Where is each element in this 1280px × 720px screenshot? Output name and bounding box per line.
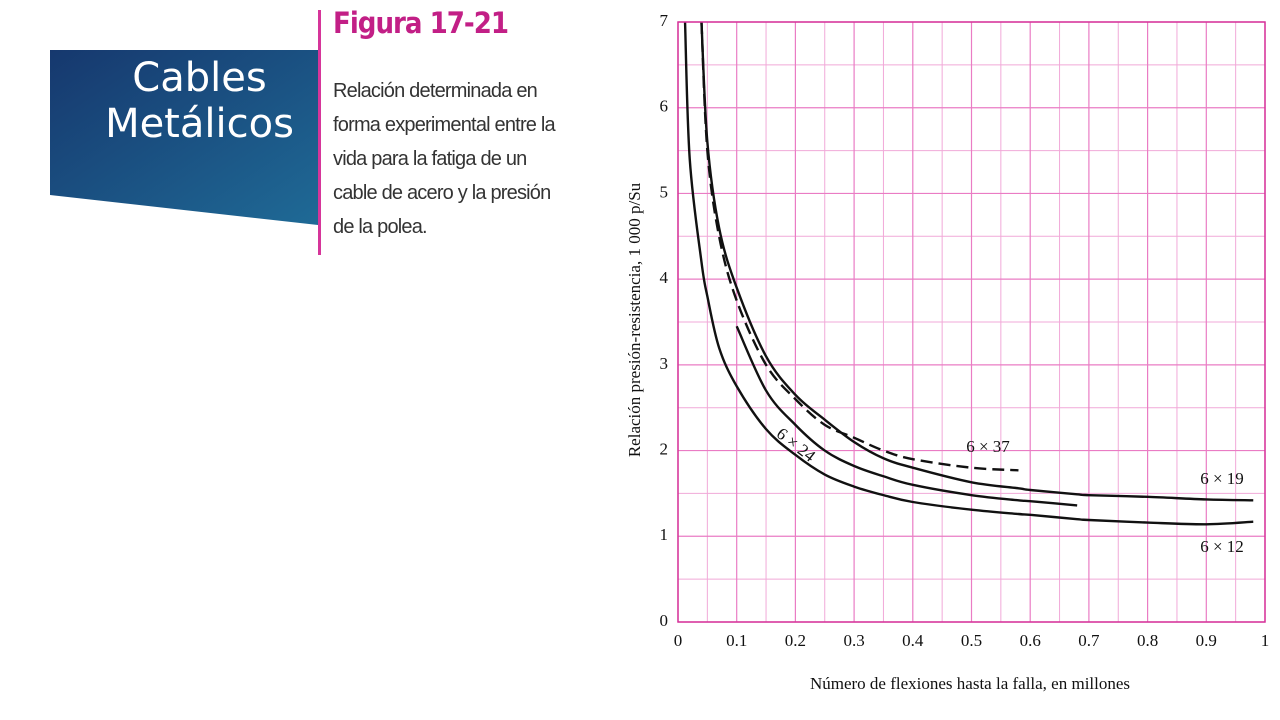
x-tick-label: 0.4 (902, 631, 924, 650)
series-label: 6 × 24 (773, 424, 819, 466)
figure-title: Figura 17-21 (333, 6, 509, 40)
y-axis-label: Relación presión-resistencia, 1 000 p/Su (625, 182, 644, 457)
x-tick-label: 0.6 (1020, 631, 1041, 650)
x-tick-label: 0.7 (1078, 631, 1100, 650)
x-tick-label: 0.1 (726, 631, 747, 650)
line-series (700, 21, 1019, 472)
x-tick-label: 0.2 (785, 631, 806, 650)
figure-caption: Relación determinada en forma experiment… (333, 80, 556, 238)
y-tick-label: 0 (660, 611, 669, 630)
y-tick-label: 2 (660, 439, 669, 458)
plot-frame (677, 21, 1266, 623)
x-tick-label: 0 (674, 631, 683, 650)
title-banner (50, 50, 318, 225)
series-label: 6 × 12 (1200, 537, 1244, 556)
x-tick-label: 0.8 (1137, 631, 1158, 650)
divider (318, 10, 321, 255)
y-tick-label: 5 (660, 182, 669, 201)
x-tick-label: 0.5 (961, 631, 982, 650)
line-series (700, 21, 1254, 502)
x-tick-label: 1 (1261, 631, 1270, 650)
line-series (735, 325, 1078, 507)
x-axis-label: Número de flexiones hasta la falla, en m… (810, 674, 1130, 693)
slide-title: Cables Metálicos (105, 55, 294, 147)
series-label: 6 × 19 (1200, 469, 1244, 488)
x-tick-label: 0.3 (843, 631, 864, 650)
y-tick-label: 4 (660, 268, 669, 287)
x-tick-label: 0.9 (1196, 631, 1217, 650)
series-label: 6 × 37 (966, 437, 1010, 456)
y-tick-label: 7 (660, 11, 669, 30)
y-tick-label: 3 (660, 354, 669, 373)
line-series (683, 21, 1254, 526)
y-tick-label: 6 (660, 97, 669, 116)
y-tick-label: 1 (660, 525, 669, 544)
